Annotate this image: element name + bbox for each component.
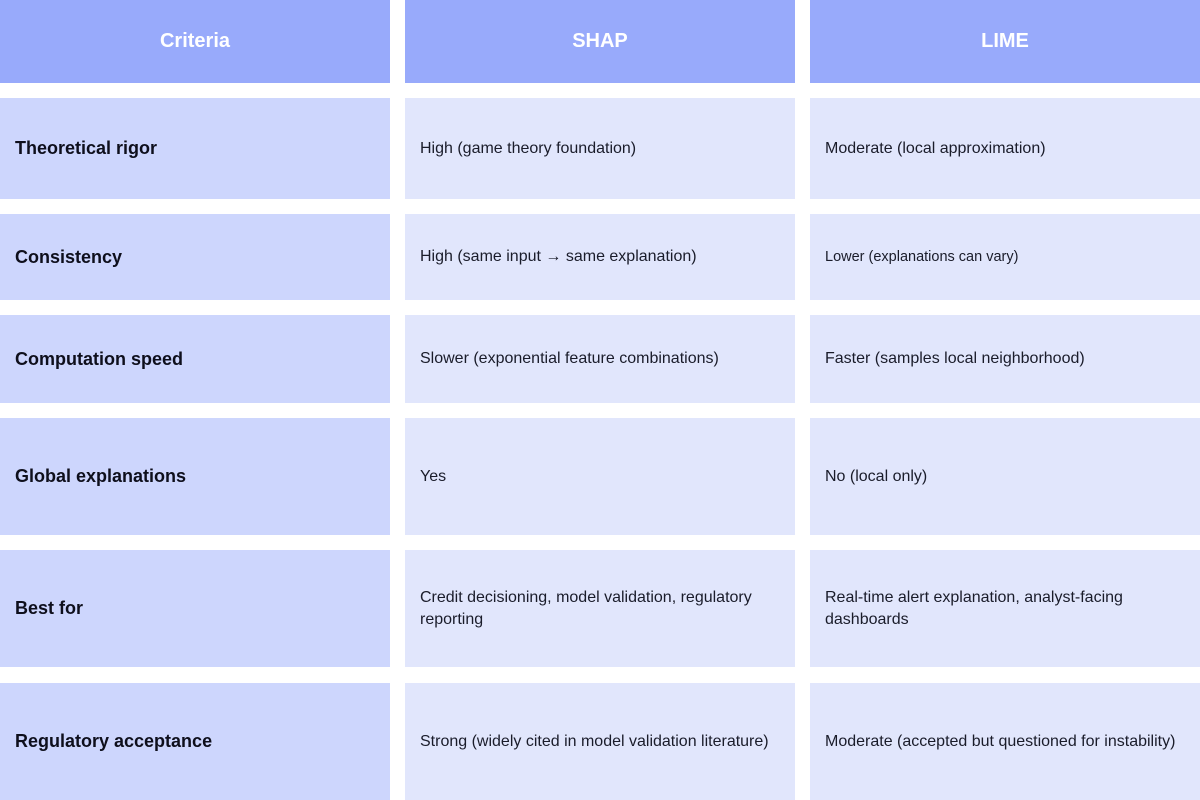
table-row: Theoretical rigor High (game theory foun… (0, 98, 1200, 199)
table-header-row: Criteria SHAP LIME (0, 0, 1200, 83)
shap-cell: High (same input → same explanation) (405, 214, 795, 300)
table-row: Best for Credit decisioning, model valid… (0, 550, 1200, 667)
header-shap: SHAP (405, 0, 795, 83)
lime-cell: Faster (samples local neighborhood) (810, 315, 1200, 403)
criteria-cell: Regulatory acceptance (0, 683, 390, 800)
shap-cell: Yes (405, 418, 795, 535)
criteria-cell: Computation speed (0, 315, 390, 403)
lime-cell: No (local only) (810, 418, 1200, 535)
shap-cell: High (game theory foundation) (405, 98, 795, 199)
shap-cell: Slower (exponential feature combinations… (405, 315, 795, 403)
table-row: Global explanations Yes No (local only) (0, 418, 1200, 535)
table-row: Computation speed Slower (exponential fe… (0, 315, 1200, 403)
criteria-cell: Best for (0, 550, 390, 667)
lime-cell: Lower (explanations can vary) (810, 214, 1200, 300)
criteria-cell: Theoretical rigor (0, 98, 390, 199)
lime-cell: Moderate (accepted but questioned for in… (810, 683, 1200, 800)
shap-cell: Credit decisioning, model validation, re… (405, 550, 795, 667)
criteria-cell: Global explanations (0, 418, 390, 535)
shap-cell: Strong (widely cited in model validation… (405, 683, 795, 800)
lime-cell: Real-time alert explanation, analyst-fac… (810, 550, 1200, 667)
table-row: Regulatory acceptance Strong (widely cit… (0, 683, 1200, 800)
criteria-cell: Consistency (0, 214, 390, 300)
header-criteria: Criteria (0, 0, 390, 83)
table-row: Consistency High (same input → same expl… (0, 214, 1200, 300)
header-lime: LIME (810, 0, 1200, 83)
lime-cell: Moderate (local approximation) (810, 98, 1200, 199)
